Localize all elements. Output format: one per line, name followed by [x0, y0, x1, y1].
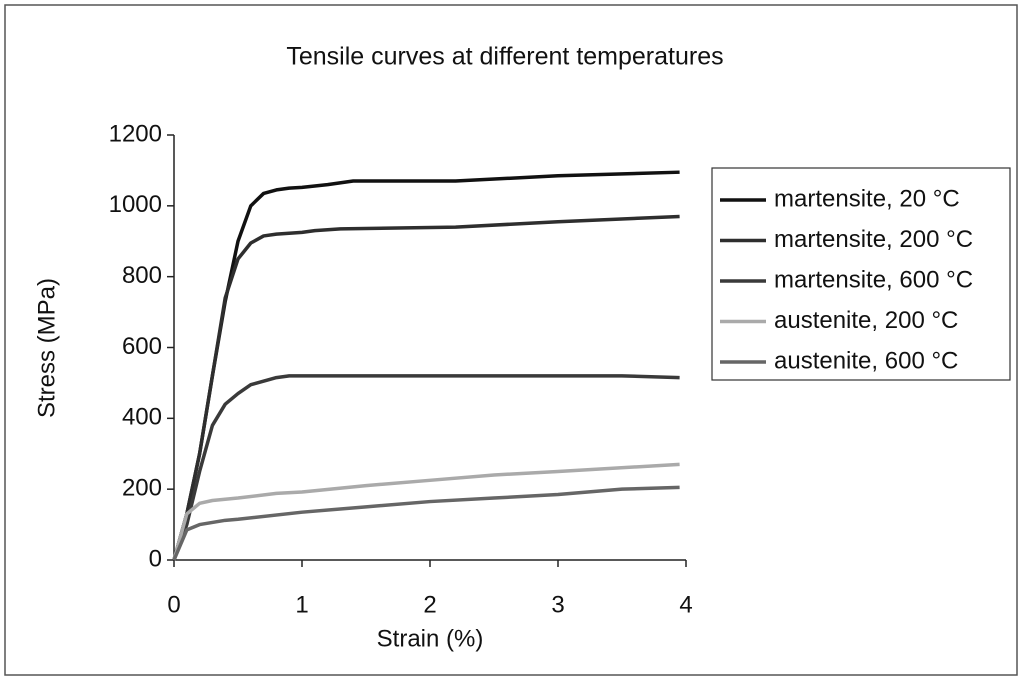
legend-box: [711, 167, 1011, 381]
chart-title: Tensile curves at different temperatures: [286, 43, 723, 71]
legend-label: austenite, 600 °C: [774, 347, 958, 374]
y-tick-label: 200: [122, 475, 162, 502]
series-line: [172, 214, 680, 561]
x-tick-label: 4: [679, 591, 692, 618]
y-tick-label: 800: [122, 262, 162, 289]
x-axis-label: Strain (%): [377, 625, 484, 652]
legend-label: martensite, 600 °C: [774, 266, 973, 293]
x-tick-label: 2: [423, 591, 436, 618]
x-tick-label: 1: [295, 591, 308, 618]
legend-label: martensite, 20 °C: [774, 185, 960, 212]
legend-label: martensite, 200 °C: [774, 226, 973, 253]
series-line: [172, 374, 680, 561]
y-tick-label: 1200: [109, 120, 162, 147]
x-tick-label: 3: [551, 591, 564, 618]
legend-label: austenite, 200 °C: [774, 307, 958, 334]
y-tick-label: 0: [149, 545, 162, 572]
y-axis-label: Stress (MPa): [33, 278, 60, 418]
x-tick-label: 0: [167, 591, 180, 618]
y-tick-label: 600: [122, 333, 162, 360]
series-line: [172, 462, 680, 561]
y-tick-label: 400: [122, 404, 162, 431]
series-line: [172, 485, 680, 561]
y-tick-label: 1000: [109, 191, 162, 218]
